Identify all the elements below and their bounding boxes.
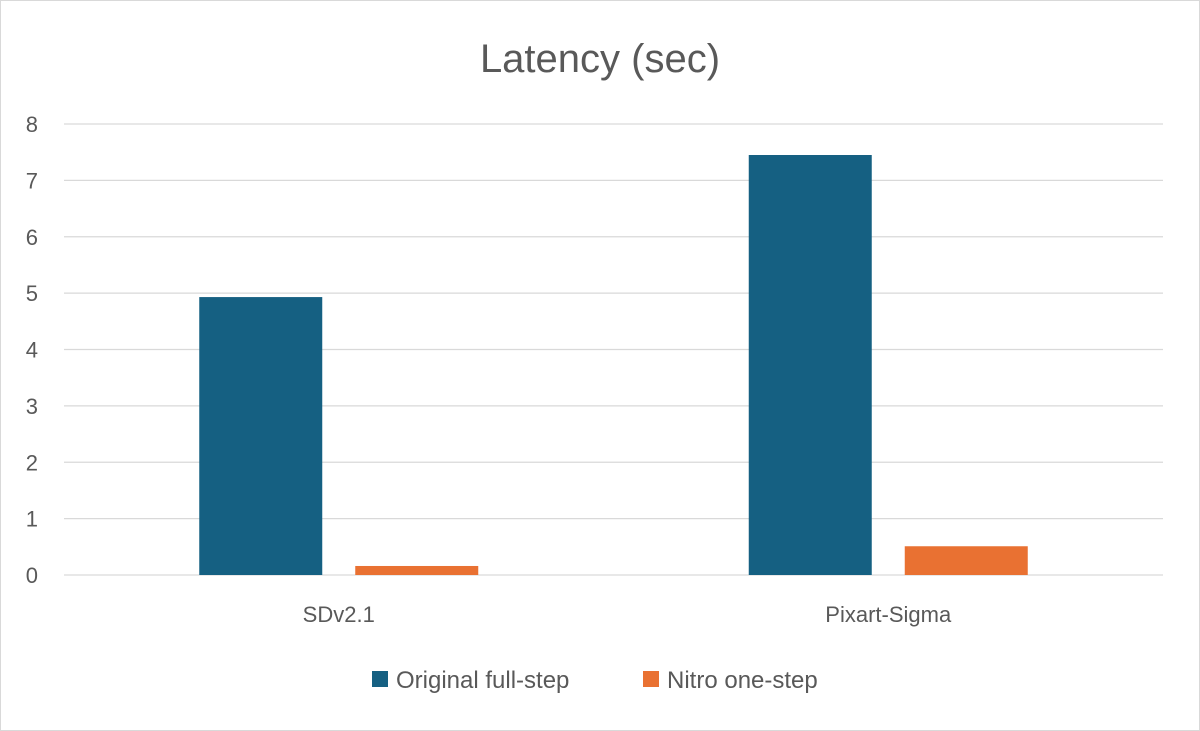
legend-swatch [643,671,659,687]
y-axis-ticks: 0 1 2 3 4 5 6 7 8 [26,112,38,588]
bar [355,565,479,575]
bar [199,297,323,575]
y-tick-label: 1 [26,507,38,532]
bar [904,546,1028,575]
y-tick-label: 3 [26,394,38,419]
y-tick-label: 6 [26,225,38,250]
y-tick-label: 0 [26,563,38,588]
y-tick-label: 5 [26,281,38,306]
x-axis-ticks: SDv2.1 Pixart-Sigma [303,602,952,627]
legend-label: Nitro one-step [667,667,818,694]
y-tick-label: 2 [26,450,38,475]
y-tick-label: 7 [26,168,38,193]
legend-swatch [372,671,388,687]
y-tick-label: 4 [26,338,38,363]
legend: Original full-step Nitro one-step [372,667,818,694]
bars [199,155,1028,575]
bar [748,155,872,575]
x-tick-label: Pixart-Sigma [825,602,952,627]
y-tick-label: 8 [26,112,38,137]
legend-label: Original full-step [396,667,569,694]
x-tick-label: SDv2.1 [303,602,375,627]
chart-title: Latency (sec) [480,37,720,81]
